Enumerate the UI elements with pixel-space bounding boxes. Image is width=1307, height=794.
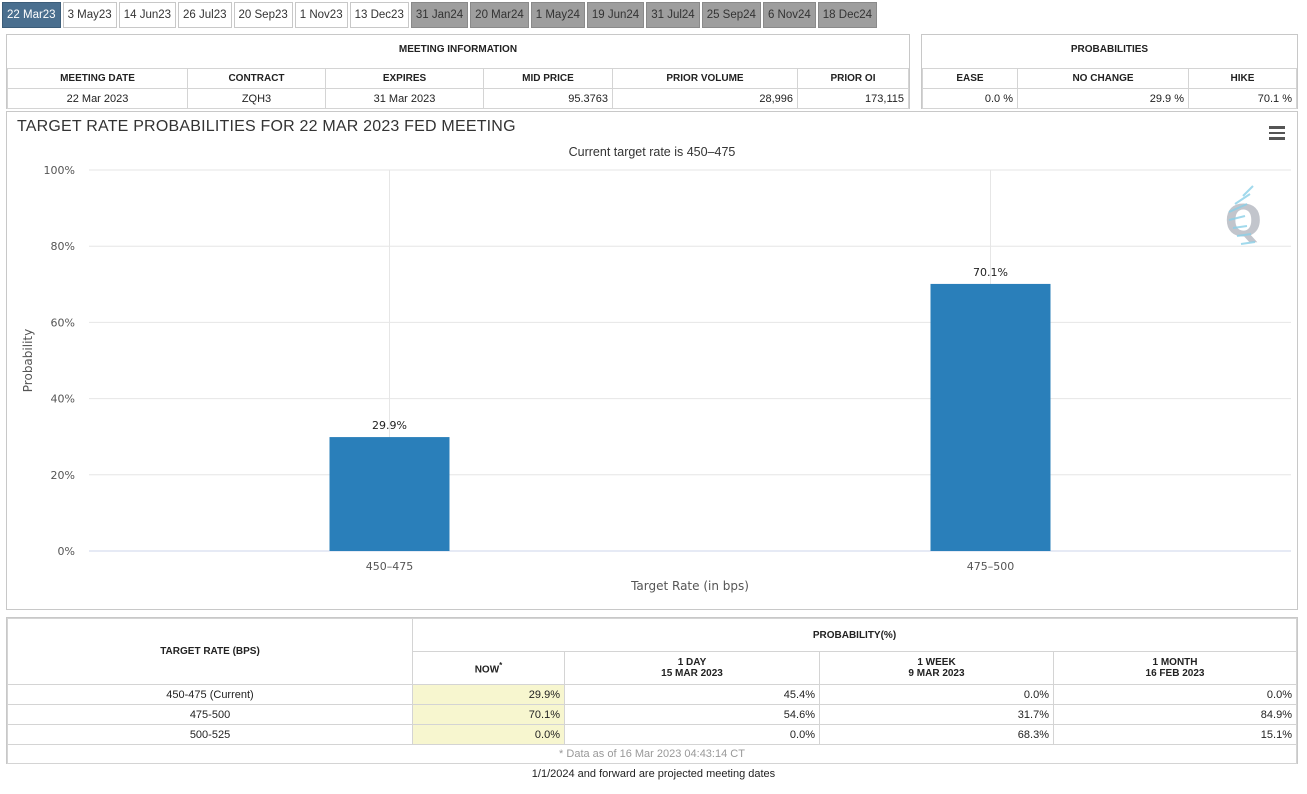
meeting-information-title: MEETING INFORMATION [398,44,518,55]
rate-cell: 475-500 [7,704,413,725]
meeting-information-table: MEETING DATE CONTRACT EXPIRES MID PRICE … [7,68,909,109]
chart-title: TARGET RATE PROBABILITIES FOR 22 MAR 202… [17,118,516,135]
expires-value: 31 Mar 2023 [325,88,484,109]
watermark-logo: Q [1225,196,1262,247]
bar [329,437,450,551]
1-month-value: 15.1% [1053,724,1297,745]
1-week-value: 68.3% [819,724,1054,745]
table-row: 450-475 (Current) 29.9% 45.4% 0.0% 0.0% [7,684,1297,705]
x-axis-title: Target Rate (in bps) [630,579,749,593]
table-row: 500-525 0.0% 0.0% 68.3% 15.1% [7,724,1297,745]
y-tick-label: 80% [51,240,75,253]
y-tick-label: 40% [51,393,75,406]
tab-22-mar23[interactable]: 22 Mar23 [2,2,61,28]
mid-price-value: 95.3763 [483,88,613,109]
probability-group-header: PROBABILITY(%) [412,618,1297,652]
tab-18-dec24[interactable]: 18 Dec24 [817,2,878,28]
1-month-value: 84.9% [1053,704,1297,725]
chart-panel: TARGET RATE PROBABILITIES FOR 22 MAR 202… [6,111,1298,610]
hike-value: 70.1 % [1188,88,1297,109]
1-week-value: 0.0% [819,684,1054,705]
y-axis-title: Probability [21,329,35,392]
meeting-date-tabs: 22 Mar23 3 May23 14 Jun23 26 Jul23 20 Se… [2,2,878,29]
1-day-value: 54.6% [564,704,820,725]
tab-6-nov24[interactable]: 6 Nov24 [762,2,816,28]
probability-table: TARGET RATE (BPS) PROBABILITY(%) NOW* 1 … [7,618,1297,764]
watermark-lines [1228,185,1256,245]
no-change-value: 29.9 % [1017,88,1189,109]
projected-dates-note: 1/1/2024 and forward are projected meeti… [531,768,776,780]
probabilities-title: PROBABILITIES [1070,44,1149,55]
col-header-contract: CONTRACT [187,68,326,89]
1-week-value: 31.7% [819,704,1054,725]
bar-chart: 0% 20% 40% 60% 80% 100% 29.9% 450–475 70.1% 475–5… [21,164,1291,593]
now-value: 29.9% [412,684,565,705]
meeting-information-panel: MEETING INFORMATION MEETING DATE CONTRAC… [6,34,910,109]
tab-31-jan24[interactable]: 31 Jan24 [410,2,469,28]
probabilities-panel: PROBABILITIES EASE NO CHANGE HIKE 0.0 % … [921,34,1298,109]
col-header-prior-volume: PRIOR VOLUME [612,68,798,89]
1-day-value: 0.0% [564,724,820,745]
y-tick-label: 0% [58,545,75,558]
tab-26-jul23[interactable]: 26 Jul23 [178,2,232,28]
col-header-no-change: NO CHANGE [1017,68,1189,89]
tab-1-may24[interactable]: 1 May24 [530,2,585,28]
col-header-hike: HIKE [1188,68,1297,89]
now-footnote-marker: * [499,660,503,670]
tab-31-jul24[interactable]: 31 Jul24 [646,2,700,28]
col-header-mid-price: MID PRICE [483,68,613,89]
1-day-value: 45.4% [564,684,820,705]
rate-cell: 500-525 [7,724,413,745]
contract-value: ZQH3 [187,88,326,109]
chart-subtitle: Current target rate is 450–475 [568,145,736,159]
y-tick-label: 100% [44,164,75,177]
x-tick-label: 450–475 [366,560,414,573]
tab-19-jun24[interactable]: 19 Jun24 [586,2,645,28]
col-header-now: NOW* [412,651,565,685]
1-month-value: 0.0% [1053,684,1297,705]
col-header-expires: EXPIRES [325,68,484,89]
prior-oi-value: 173,115 [797,88,909,109]
probabilities-table: EASE NO CHANGE HIKE 0.0 % 29.9 % 70.1 % [922,68,1297,109]
target-rate-header: TARGET RATE (BPS) [7,618,413,685]
col-header-1-month: 1 MONTH 16 FEB 2023 [1053,651,1297,685]
tab-14-jun23[interactable]: 14 Jun23 [118,2,177,28]
data-timestamp-footnote: * Data as of 16 Mar 2023 04:43:14 CT [7,744,1297,764]
probability-table-panel: TARGET RATE (BPS) PROBABILITY(%) NOW* 1 … [6,617,1298,764]
now-value: 70.1% [412,704,565,725]
tab-13-dec23[interactable]: 13 Dec23 [349,2,409,28]
bar [930,283,1051,551]
col-header-prior-oi: PRIOR OI [797,68,909,89]
bar-data-label: 70.1% [973,266,1008,279]
col-header-1-day: 1 DAY 15 MAR 2023 [564,651,820,685]
col-header-1-week: 1 WEEK 9 MAR 2023 [819,651,1054,685]
tab-3-may23[interactable]: 3 May23 [62,2,117,28]
tab-1-nov23[interactable]: 1 Nov23 [294,2,348,28]
now-value: 0.0% [412,724,565,745]
col-header-meeting-date: MEETING DATE [7,68,188,89]
y-tick-label: 60% [51,316,75,329]
col-header-ease: EASE [922,68,1018,89]
rate-cell: 450-475 (Current) [7,684,413,705]
table-row: 475-500 70.1% 54.6% 31.7% 84.9% [7,704,1297,725]
prior-volume-value: 28,996 [612,88,798,109]
tab-20-mar24[interactable]: 20 Mar24 [470,2,529,28]
tab-20-sep23[interactable]: 20 Sep23 [233,2,293,28]
tab-25-sep24[interactable]: 25 Sep24 [701,2,761,28]
bar-data-label: 29.9% [372,419,407,432]
ease-value: 0.0 % [922,88,1018,109]
meeting-date-value: 22 Mar 2023 [7,88,188,109]
chart-menu-icon[interactable] [1269,126,1285,140]
x-tick-label: 475–500 [967,560,1015,573]
y-tick-label: 20% [51,469,75,482]
